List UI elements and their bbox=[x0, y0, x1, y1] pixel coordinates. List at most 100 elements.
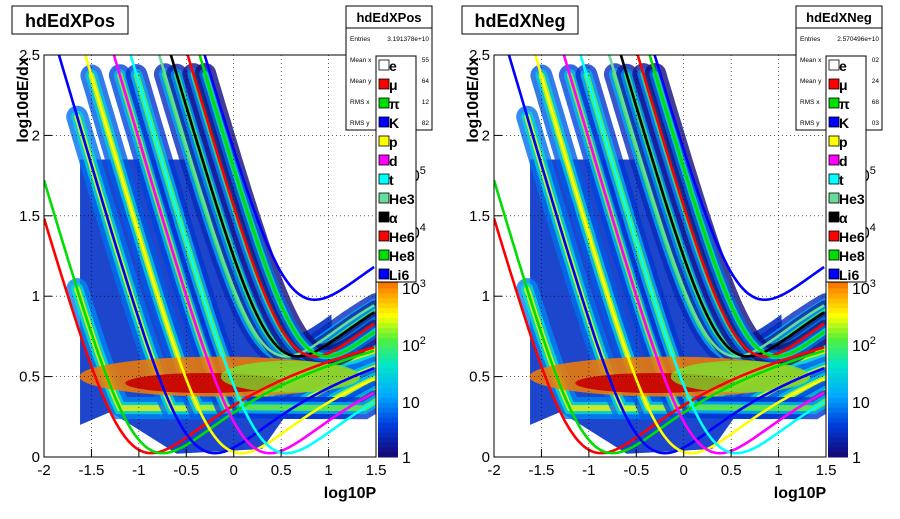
stats-value: 64 bbox=[422, 78, 430, 85]
color-bar-segment bbox=[378, 347, 398, 354]
curve-He8 bbox=[648, 55, 825, 358]
color-bar-segment bbox=[828, 437, 848, 443]
legend-marker-K bbox=[378, 116, 390, 128]
legend-marker-He3 bbox=[828, 192, 840, 204]
legend-label-a: α bbox=[839, 210, 848, 226]
y-tick-label: 2 bbox=[32, 127, 40, 144]
curve-He8 bbox=[198, 55, 375, 358]
color-bar-tick-label: 10 bbox=[852, 395, 870, 412]
title-box bbox=[461, 5, 579, 35]
curve-K bbox=[507, 55, 825, 455]
legend-label-He6: He6 bbox=[839, 229, 865, 245]
color-bar-tick-label: 1 bbox=[402, 450, 411, 467]
legend-marker-Li6 bbox=[828, 268, 840, 280]
curve-He6 bbox=[636, 55, 825, 358]
y-tick-label: 0.5 bbox=[469, 369, 490, 386]
color-bar-segment bbox=[828, 312, 848, 319]
stats-label: RMS x bbox=[350, 99, 370, 106]
color-bar-segment bbox=[828, 392, 848, 398]
color-bar-segment bbox=[828, 407, 848, 413]
stats-value: 82 bbox=[422, 120, 430, 127]
curve-p bbox=[83, 55, 375, 455]
stats-value: 03 bbox=[872, 120, 880, 127]
title-box bbox=[11, 5, 129, 35]
color-bar-segment bbox=[378, 322, 398, 329]
x-tick-label: -1.5 bbox=[78, 462, 104, 479]
color-bar-segment bbox=[828, 417, 848, 423]
color-bar-segment bbox=[828, 282, 848, 289]
color-bar-segment bbox=[378, 297, 398, 304]
legend-label-K: K bbox=[839, 115, 849, 131]
color-bar-tick-label: 10 bbox=[402, 395, 420, 412]
legend-label-d: d bbox=[389, 153, 398, 169]
color-bar: 110102103104105 bbox=[828, 165, 876, 467]
stats-name: hdEdXNeg bbox=[806, 10, 872, 25]
color-bar-segment bbox=[828, 442, 848, 448]
curve-He3 bbox=[157, 55, 375, 358]
y-axis-label: log10dE/dx bbox=[465, 57, 482, 142]
legend-label-t: t bbox=[839, 172, 844, 188]
color-bar-segment bbox=[378, 402, 398, 408]
legend-label-Li6: Li6 bbox=[839, 267, 859, 283]
x-tick-label: -1.5 bbox=[528, 462, 554, 479]
color-bar-segment bbox=[378, 327, 398, 334]
legend-marker-He8 bbox=[828, 249, 840, 261]
legend-marker-mu bbox=[378, 78, 390, 90]
curve-Li6 bbox=[203, 55, 375, 301]
legend-label-p: p bbox=[389, 134, 398, 150]
legend-label-pi: π bbox=[839, 96, 850, 112]
color-bar-segment bbox=[378, 452, 398, 458]
stats-label: Entries bbox=[350, 36, 371, 43]
color-bar-segment bbox=[378, 417, 398, 423]
color-bar-segment bbox=[828, 362, 848, 368]
legend-marker-p bbox=[378, 135, 390, 147]
stats-value: 12 bbox=[422, 99, 430, 106]
legend-marker-He3 bbox=[378, 192, 390, 204]
legend-marker-d bbox=[378, 154, 390, 166]
stats-value: 55 bbox=[422, 57, 430, 64]
legend-label-mu: μ bbox=[839, 77, 848, 93]
stats-label: Mean y bbox=[800, 78, 822, 85]
color-bar-segment bbox=[378, 387, 398, 393]
x-tick-label: 0.5 bbox=[721, 462, 742, 479]
color-bar-segment bbox=[378, 382, 398, 388]
stats-label: RMS x bbox=[800, 99, 820, 106]
color-bar-segment bbox=[378, 397, 398, 403]
legend-marker-pi bbox=[378, 97, 390, 109]
color-bar-segment bbox=[378, 407, 398, 413]
color-bar-segment bbox=[378, 357, 398, 363]
color-bar-segment bbox=[378, 307, 398, 314]
curve-d bbox=[562, 55, 825, 455]
color-bar-segment bbox=[828, 327, 848, 334]
color-bar-segment bbox=[378, 287, 398, 294]
color-bar-segment bbox=[828, 377, 848, 383]
legend-label-pi: π bbox=[389, 96, 400, 112]
legend-label-He3: He3 bbox=[389, 191, 415, 207]
legend-label-p: p bbox=[839, 134, 848, 150]
color-bar-segment bbox=[828, 367, 848, 373]
curve-He6 bbox=[186, 55, 375, 358]
legend-marker-a bbox=[828, 211, 840, 223]
legend-label-K: K bbox=[389, 115, 399, 131]
stats-value: 3.191378e+10 bbox=[387, 36, 429, 43]
color-bar-segment bbox=[828, 412, 848, 418]
panel-hdEdXPos: -2 -1.5 -1 -0.5 0 0.5 1 1.5 0 0.5 1 1.5 2 2.5 log10P lo… bbox=[11, 5, 433, 502]
y-tick-label: 1 bbox=[32, 288, 40, 305]
color-bar-segment bbox=[378, 442, 398, 448]
legend-marker-pi bbox=[828, 97, 840, 109]
x-tick-label: 0 bbox=[230, 462, 238, 479]
x-tick-label: -0.5 bbox=[623, 462, 649, 479]
legend-marker-He6 bbox=[378, 230, 390, 242]
legend-frame bbox=[375, 55, 417, 283]
color-bar-segment bbox=[828, 357, 848, 363]
color-bar-segment bbox=[828, 452, 848, 458]
y-tick-label: 0 bbox=[482, 449, 490, 466]
color-bar-segment bbox=[378, 342, 398, 349]
color-bar-segment bbox=[828, 432, 848, 438]
y-tick-label: 1.5 bbox=[19, 208, 40, 225]
chart-title: hdEdXNeg bbox=[474, 11, 565, 31]
curve-a bbox=[619, 55, 825, 358]
color-bar-segment bbox=[828, 397, 848, 403]
color-bar-segment bbox=[378, 282, 398, 289]
curve-mu bbox=[494, 217, 825, 455]
